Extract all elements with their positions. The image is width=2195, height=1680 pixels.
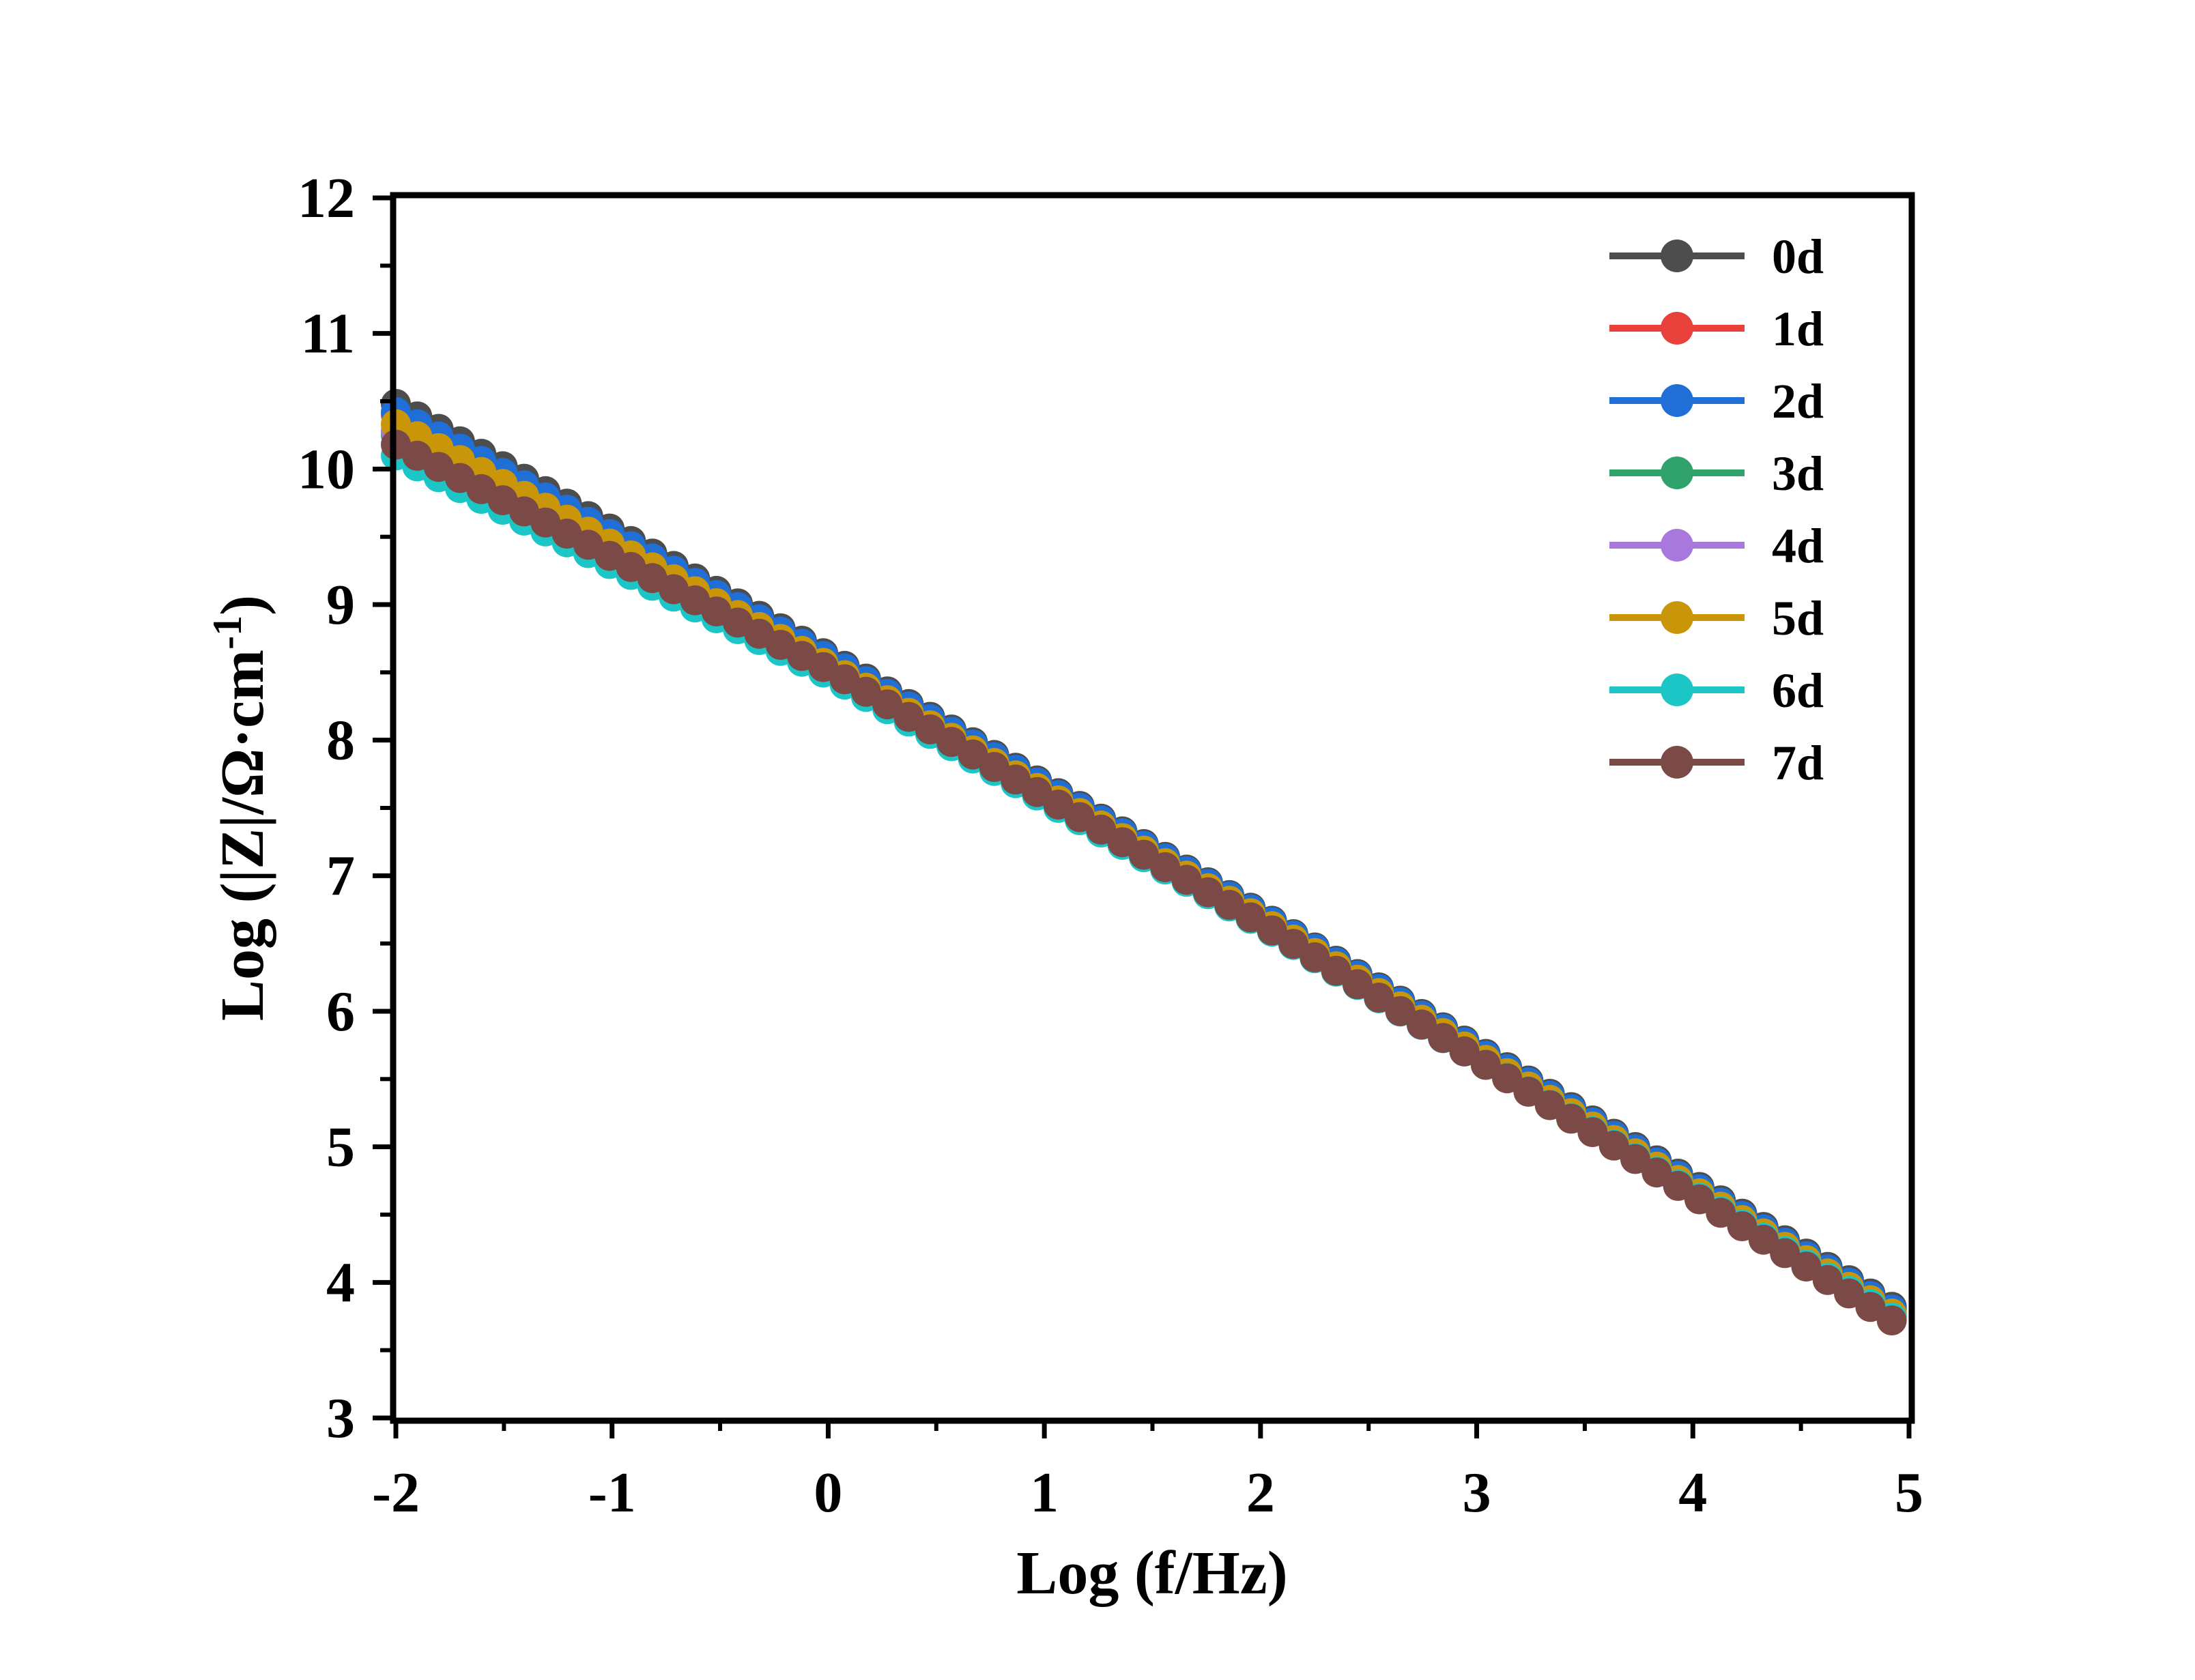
data-point-7d bbox=[1428, 1023, 1459, 1054]
x-tick-label: -2 bbox=[372, 1461, 420, 1524]
legend-label: 0d bbox=[1772, 229, 1824, 284]
series-7d bbox=[381, 429, 1907, 1335]
data-point-7d bbox=[1470, 1049, 1501, 1080]
legend-item-6d: 6d bbox=[1609, 663, 1824, 718]
y-axis-title-superscript: -1 bbox=[205, 615, 250, 650]
data-point-7d bbox=[1321, 955, 1351, 986]
y-tick-label: 12 bbox=[298, 166, 355, 230]
y-tick-label: 8 bbox=[326, 709, 355, 772]
y-axis-title-close: ) bbox=[209, 595, 276, 615]
data-point-7d bbox=[1406, 1009, 1437, 1040]
legend: 0d 1d 2d 3d 4d 5d 6d 7d bbox=[1609, 229, 1824, 790]
data-point-7d bbox=[1663, 1170, 1693, 1201]
y-tick-label: 3 bbox=[326, 1387, 355, 1450]
plot-frame bbox=[390, 192, 1915, 1424]
x-tick-label: 5 bbox=[1895, 1461, 1923, 1524]
data-point-7d bbox=[1855, 1292, 1886, 1322]
legend-label: 4d bbox=[1772, 519, 1824, 573]
data-point-7d bbox=[1812, 1264, 1843, 1295]
x-tick-label: 0 bbox=[814, 1461, 842, 1524]
data-point-7d bbox=[1556, 1103, 1586, 1134]
data-point-7d bbox=[1834, 1278, 1864, 1309]
data-point-7d bbox=[1257, 915, 1287, 946]
legend-label: 6d bbox=[1772, 663, 1824, 718]
data-point-7d bbox=[1748, 1224, 1779, 1255]
legend-marker bbox=[1661, 674, 1693, 706]
y-tick-label: 4 bbox=[326, 1251, 355, 1314]
legend-item-7d: 7d bbox=[1609, 736, 1824, 790]
legend-label: 5d bbox=[1772, 591, 1824, 646]
legend-item-4d: 4d bbox=[1609, 519, 1824, 573]
data-point-7d bbox=[1300, 942, 1330, 972]
x-tick-label: 4 bbox=[1678, 1461, 1707, 1524]
data-point-7d bbox=[1770, 1238, 1801, 1269]
legend-label: 3d bbox=[1772, 446, 1824, 501]
data-point-7d bbox=[1620, 1144, 1650, 1174]
data-point-7d bbox=[1684, 1184, 1715, 1215]
x-tick-label: 2 bbox=[1246, 1461, 1275, 1524]
legend-item-5d: 5d bbox=[1609, 591, 1824, 646]
y-axis-title-main: Log (|Z|/Ω·cm bbox=[209, 650, 276, 1021]
y-axis-title: Log (|Z|/Ω·cm-1) bbox=[205, 595, 276, 1021]
data-point-7d bbox=[1727, 1211, 1758, 1241]
data-point-7d bbox=[1577, 1117, 1608, 1148]
y-tick-label: 5 bbox=[326, 1116, 355, 1179]
legend-marker bbox=[1661, 746, 1693, 779]
data-point-7d bbox=[1791, 1251, 1822, 1282]
data-point-7d bbox=[1598, 1130, 1629, 1161]
legend-item-3d: 3d bbox=[1609, 446, 1824, 501]
data-point-7d bbox=[1534, 1090, 1565, 1120]
y-tick-label: 6 bbox=[326, 980, 355, 1043]
legend-marker bbox=[1661, 240, 1693, 272]
x-tick-label: 3 bbox=[1463, 1461, 1491, 1524]
data-point-7d bbox=[1706, 1198, 1736, 1228]
y-tick-label: 7 bbox=[326, 844, 355, 908]
y-tick-label: 9 bbox=[326, 573, 355, 637]
x-axis-title: Log (f/Hz) bbox=[1016, 1539, 1287, 1607]
legend-marker bbox=[1661, 384, 1693, 417]
legend-marker bbox=[1661, 457, 1693, 489]
data-point-7d bbox=[1449, 1036, 1480, 1067]
series-layer bbox=[381, 389, 1907, 1335]
legend-label: 2d bbox=[1772, 374, 1824, 429]
legend-marker bbox=[1661, 529, 1693, 562]
data-point-7d bbox=[1364, 983, 1394, 1013]
y-tick-label: 11 bbox=[301, 302, 355, 366]
x-tick-label: -1 bbox=[588, 1461, 636, 1524]
legend-marker bbox=[1661, 312, 1693, 345]
legend-label: 1d bbox=[1772, 302, 1824, 356]
x-tick-label: 1 bbox=[1030, 1461, 1059, 1524]
legend-item-0d: 0d bbox=[1609, 229, 1824, 284]
legend-marker bbox=[1661, 601, 1693, 634]
data-point-7d bbox=[1385, 996, 1416, 1026]
y-tick-label: 10 bbox=[298, 437, 355, 501]
data-point-7d bbox=[1492, 1063, 1523, 1094]
data-point-7d bbox=[1641, 1157, 1672, 1188]
data-point-7d bbox=[1513, 1076, 1544, 1107]
legend-item-2d: 2d bbox=[1609, 374, 1824, 429]
legend-item-1d: 1d bbox=[1609, 302, 1824, 356]
data-point-7d bbox=[1342, 969, 1373, 1000]
legend-label: 7d bbox=[1772, 736, 1824, 790]
data-point-7d bbox=[1278, 929, 1308, 959]
data-point-7d bbox=[1876, 1305, 1907, 1335]
